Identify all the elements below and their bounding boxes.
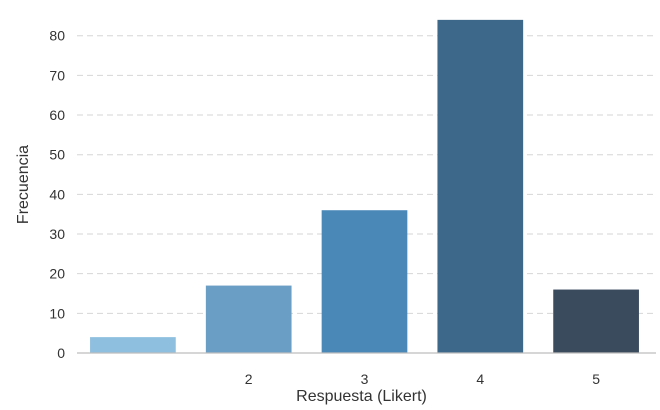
y-tick-label: 0	[57, 345, 65, 361]
x-tick-label: 3	[361, 371, 369, 387]
y-tick-labels: 0 10 20 30 40 50 60 70 80	[49, 28, 65, 361]
y-tick-label: 10	[49, 305, 65, 321]
y-tick-label: 40	[49, 186, 65, 202]
bar	[205, 285, 292, 353]
y-tick-label: 30	[49, 226, 65, 242]
y-tick-label: 80	[49, 28, 65, 44]
bars	[90, 19, 639, 353]
x-tick-label: 5	[592, 371, 600, 387]
x-tick-label: 4	[476, 371, 484, 387]
y-tick-label: 20	[49, 266, 65, 282]
y-tick-label: 60	[49, 107, 65, 123]
bar	[321, 210, 408, 353]
bar	[437, 19, 524, 353]
x-tick-labels: 2 3 4 5	[245, 371, 600, 387]
y-tick-label: 70	[49, 67, 65, 83]
y-axis-label: Frecuencia	[15, 145, 32, 224]
x-tick-label: 2	[245, 371, 253, 387]
bar	[90, 337, 176, 353]
bar	[553, 289, 639, 353]
x-axis-label: Respuesta (Likert)	[296, 388, 427, 405]
y-tick-label: 50	[49, 147, 65, 163]
